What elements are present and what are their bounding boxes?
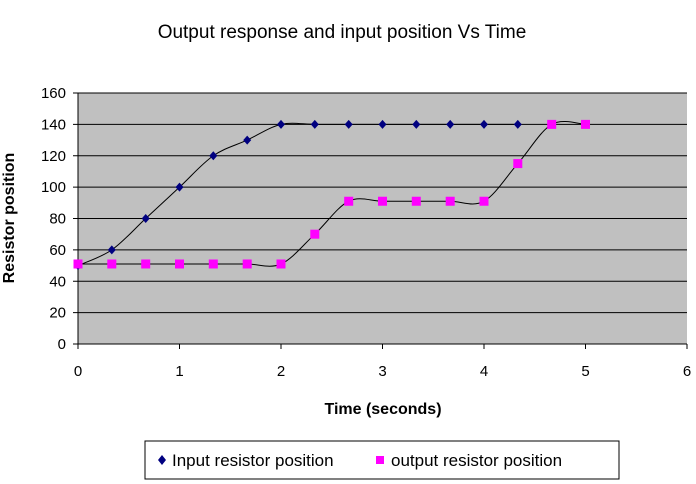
y-axis-ticks: 0 20 40 60 80 100 120 140 160 — [41, 85, 78, 353]
chart-title: Output response and input position Vs Ti… — [158, 22, 527, 43]
output-point — [411, 196, 421, 206]
input-point — [141, 214, 150, 223]
y-tick-label: 20 — [49, 305, 66, 322]
x-tick-label: 4 — [480, 363, 488, 380]
output-point — [175, 259, 184, 269]
legend-input-marker — [158, 455, 166, 465]
output-point — [479, 196, 489, 206]
output-point — [378, 196, 387, 206]
output-point — [107, 259, 117, 269]
legend-output-label: output resistor position — [391, 451, 562, 470]
input-point — [378, 119, 387, 129]
y-tick-label: 120 — [41, 148, 66, 165]
y-tick-label: 160 — [41, 85, 66, 102]
input-point — [480, 119, 488, 129]
x-axis-ticks: 0 1 2 3 4 5 6 — [74, 344, 691, 380]
series-layer — [73, 119, 590, 271]
x-tick-label: 2 — [277, 363, 285, 380]
input-point — [344, 119, 353, 129]
input-point — [277, 119, 285, 129]
output-point — [547, 119, 557, 129]
output-point — [344, 196, 354, 206]
output-point — [513, 159, 523, 169]
input-point — [243, 135, 252, 145]
input-point — [107, 245, 116, 255]
output-point — [276, 259, 286, 269]
output-point — [310, 229, 320, 239]
output-point — [73, 259, 83, 269]
output-point — [445, 196, 455, 206]
y-tick-label: 100 — [41, 179, 66, 196]
input-point — [412, 119, 421, 129]
x-tick-label: 3 — [378, 363, 386, 380]
legend-input-label: Input resistor position — [172, 451, 334, 470]
y-tick-label: 140 — [41, 116, 66, 133]
x-axis-label: Time (seconds) — [324, 401, 441, 418]
input-point — [513, 119, 522, 129]
series-line-1 — [77, 121, 586, 267]
input-point — [175, 182, 184, 192]
x-tick-label: 5 — [581, 363, 589, 380]
y-axis-label: Resistor position — [1, 153, 18, 284]
output-point — [208, 259, 218, 269]
legend: Input resistor position output resistor … — [144, 440, 620, 480]
input-point — [446, 119, 455, 129]
x-tick-label: 1 — [175, 363, 183, 380]
y-tick-label: 40 — [49, 273, 66, 290]
output-point — [242, 259, 252, 269]
output-point — [141, 259, 151, 269]
x-tick-label: 6 — [683, 363, 691, 380]
x-tick-label: 0 — [74, 363, 82, 380]
output-point — [581, 119, 590, 129]
y-tick-label: 60 — [49, 242, 66, 259]
input-point — [310, 119, 319, 129]
y-tick-label: 80 — [49, 211, 66, 228]
input-point — [209, 151, 218, 161]
legend-output-marker — [376, 456, 384, 464]
y-tick-label: 0 — [58, 336, 66, 353]
